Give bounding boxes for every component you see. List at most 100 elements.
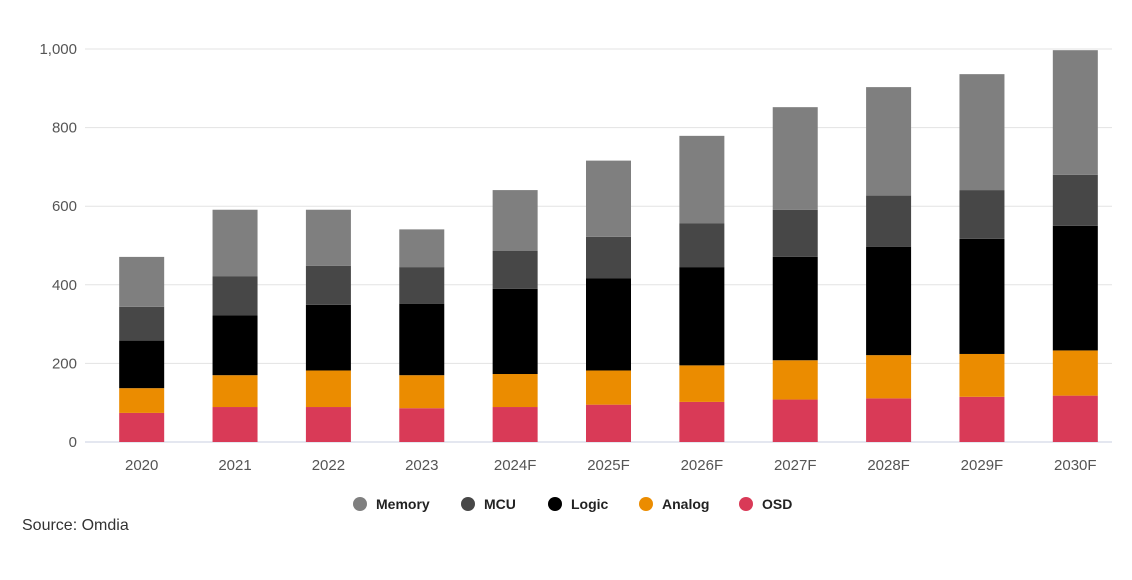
bar-stack-2025F (586, 160, 631, 442)
bar-segment-analog (1052, 350, 1098, 396)
legend-item-logic: Logic (548, 496, 609, 512)
bar-segment-logic (1052, 225, 1098, 351)
bar-segment-analog (586, 370, 631, 405)
bar-segment-memory (305, 209, 351, 266)
bar-stack-2020 (119, 256, 165, 442)
bar-stack-2028F (866, 87, 912, 442)
bar-segment-logic (492, 288, 538, 375)
bar-segment-memory (492, 190, 538, 252)
bar-segment-mcu (305, 265, 351, 305)
bar-segment-analog (492, 374, 538, 408)
bar-segment-logic (305, 304, 351, 371)
bar-segment-osd (212, 407, 258, 442)
x-tick-label: 2023 (405, 457, 438, 474)
bar-segment-logic (119, 340, 165, 389)
bar-segment-osd (586, 404, 631, 442)
bar-segment-osd (866, 398, 912, 442)
y-tick-label: 400 (52, 277, 77, 294)
legend-swatch-icon (548, 497, 562, 511)
legend-item-memory: Memory (353, 496, 430, 512)
bar-segment-mcu (119, 306, 165, 341)
y-tick-label: 800 (52, 120, 77, 137)
bar-segment-analog (119, 388, 165, 413)
bar-segment-analog (305, 370, 351, 408)
legend-label: Logic (571, 496, 609, 512)
bar-segment-osd (492, 407, 538, 442)
bar-stack-2026F (679, 135, 725, 442)
legend-swatch-icon (639, 497, 653, 511)
legend-label: MCU (484, 496, 516, 512)
bar-segment-osd (679, 401, 725, 442)
bar-segment-memory (772, 107, 818, 210)
bar-stack-2027F (772, 107, 818, 442)
bar-segment-memory (586, 160, 631, 237)
bar-segment-analog (959, 353, 1005, 397)
legend-item-mcu: MCU (461, 496, 516, 512)
bar-segment-mcu (1052, 174, 1098, 226)
y-tick-label: 200 (52, 355, 77, 372)
x-tick-label: 2026F (681, 457, 724, 474)
bar-segment-memory (212, 209, 258, 277)
x-tick-label: 2028F (867, 457, 910, 474)
bar-segment-logic (586, 278, 631, 371)
bar-segment-memory (866, 87, 912, 196)
bar-segment-mcu (679, 223, 725, 268)
bar-segment-logic (679, 267, 725, 366)
bar-stack-2024F (492, 190, 538, 442)
bar-segment-analog (212, 375, 258, 408)
bar-segment-mcu (212, 276, 258, 316)
bar-segment-osd (959, 396, 1005, 442)
bar-segment-memory (959, 74, 1005, 191)
x-tick-label: 2022 (312, 457, 345, 474)
bar-stack-2023 (399, 229, 445, 442)
x-tick-label: 2025F (587, 457, 630, 474)
bar-segment-logic (959, 238, 1005, 354)
x-tick-label: 2020 (125, 457, 158, 474)
bar-segment-osd (772, 399, 818, 442)
bar-segment-memory (119, 256, 165, 307)
legend-swatch-icon (461, 497, 475, 511)
legend-item-analog: Analog (639, 496, 709, 512)
legend-swatch-icon (739, 497, 753, 511)
legend-label: Analog (662, 496, 709, 512)
bar-segment-mcu (959, 190, 1005, 239)
bar-segment-logic (866, 246, 912, 356)
x-tick-label: 2024F (494, 457, 537, 474)
bar-segment-logic (772, 256, 818, 361)
bar-stack-2022 (305, 209, 351, 442)
y-tick-label: 1,000 (39, 41, 77, 58)
bar-segment-osd (399, 408, 445, 442)
y-tick-label: 600 (52, 198, 77, 215)
bar-segment-memory (1052, 50, 1098, 175)
bar-segment-mcu (586, 236, 631, 279)
legend-item-osd: OSD (739, 496, 792, 512)
bar-segment-mcu (772, 209, 818, 257)
x-tick-label: 2027F (774, 457, 817, 474)
x-tick-label: 2029F (961, 457, 1004, 474)
bar-segment-mcu (866, 195, 912, 247)
bar-segment-osd (305, 407, 351, 442)
bar-segment-analog (399, 375, 445, 409)
bar-stack-2029F (959, 74, 1005, 442)
source-note: Source: Omdia (22, 517, 129, 534)
bar-segment-analog (866, 355, 912, 399)
legend-label: Memory (376, 496, 430, 512)
bar-stack-2030F (1052, 50, 1098, 442)
bar-segment-logic (399, 303, 445, 376)
bar-segment-analog (772, 360, 818, 400)
bar-segment-osd (119, 412, 165, 442)
bar-segment-logic (212, 315, 258, 376)
x-tick-label: 2030F (1054, 457, 1097, 474)
legend-label: OSD (762, 496, 792, 512)
y-tick-label: 0 (69, 434, 77, 451)
x-tick-label: 2021 (218, 457, 251, 474)
bar-segment-memory (679, 135, 725, 224)
bar-stack-2021 (212, 209, 258, 442)
bar-segment-osd (1052, 395, 1098, 442)
legend-swatch-icon (353, 497, 367, 511)
bar-segment-mcu (492, 251, 538, 289)
bar-segment-memory (399, 229, 445, 268)
bar-segment-mcu (399, 267, 445, 304)
bar-segment-analog (679, 365, 725, 402)
